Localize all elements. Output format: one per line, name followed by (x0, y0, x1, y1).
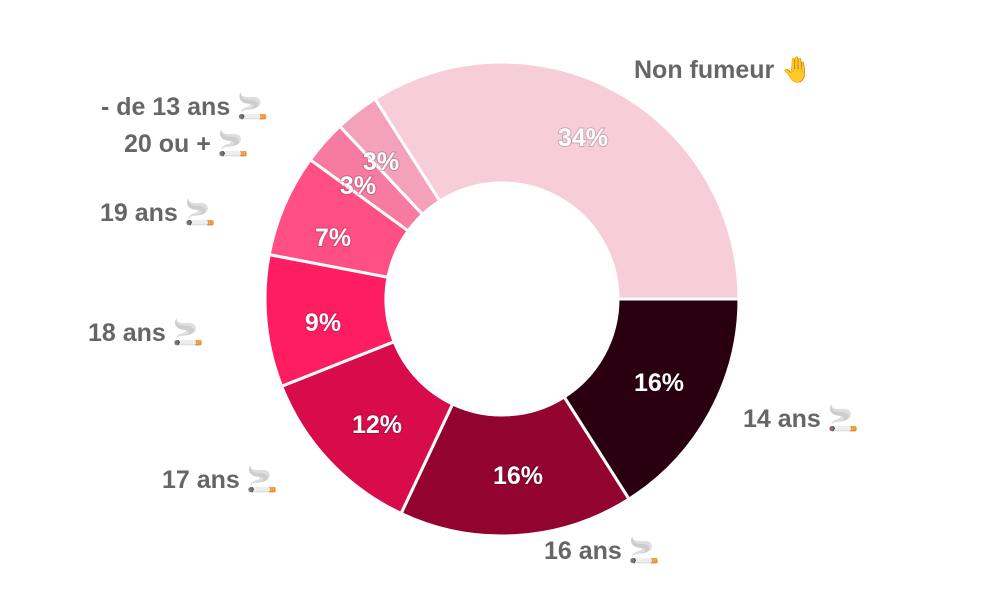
slice-3-percent-label: 12% (352, 411, 402, 439)
slice-3-category-label: 17 ans 🚬 (162, 465, 278, 494)
category-labels-group: 14 ans 🚬 16 ans 🚬 17 ans 🚬 18 ans 🚬 19 ans 🚬… (88, 55, 859, 565)
slice-1-percent-label: 16% (634, 369, 684, 397)
slice-7-category-label: - de 13 ans 🚬 (101, 92, 268, 121)
slice-2-category-label: 16 ans 🚬 (544, 536, 660, 565)
slices-group (263, 60, 741, 538)
slice-6-percent-label: 3% (340, 172, 376, 200)
slice-8-category-label: Non fumeur 🤚 (634, 55, 812, 84)
slice-5-category-label: 19 ans 🚬 (100, 198, 216, 227)
percent-labels-group: 16% 16% 12% 9% 7% 3%3% 34% (304, 123, 685, 491)
slice-8 (372, 60, 741, 301)
slice-6-category-label: 20 ou + 🚬 (124, 129, 249, 158)
slice-1-category-label: 14 ans 🚬 (743, 404, 859, 433)
slice-8-percent-label: 34% (558, 124, 608, 152)
slice-5-percent-label: 7% (315, 224, 351, 252)
slice-1 (562, 297, 741, 502)
slice-2 (399, 394, 632, 538)
slice-2-percent-label: 16% (493, 462, 543, 490)
slice-7-percent-label: 3% (363, 148, 399, 176)
slice-4-category-label: 18 ans 🚬 (88, 318, 204, 347)
slice-4-percent-label: 9% (305, 309, 341, 337)
